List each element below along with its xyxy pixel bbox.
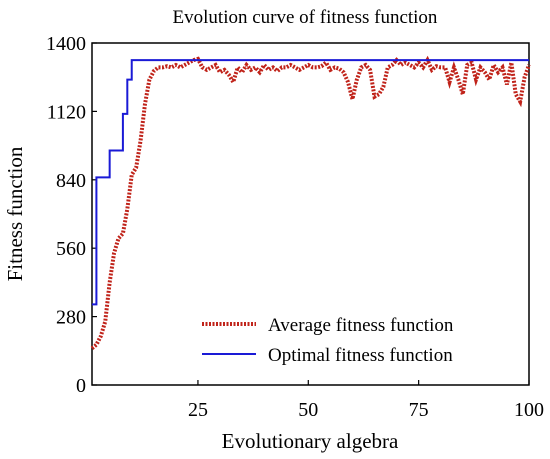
series-line-optimal [92,59,529,306]
y-axis-label: Fitness function [3,146,27,281]
legend-entry-average: Average fitness function [202,315,454,336]
legend-entry-optimal: Optimal fitness function [202,345,453,366]
legend-label-optimal: Optimal fitness function [268,345,453,366]
legend: Average fitness function Optimal fitness… [202,315,454,366]
plot-area-frame [91,42,530,386]
y-tick-label: 560 [56,238,86,260]
y-tick-label: 280 [56,307,86,329]
x-axis-ticks: 25 50 75 100 [188,380,544,421]
x-tick-label: 50 [298,399,318,421]
x-axis-label: Evolutionary algebra [222,429,399,453]
x-tick-label: 75 [409,399,429,421]
y-tick-label: 0 [76,375,86,397]
chart-title: Evolution curve of fitness function [173,7,438,28]
series-layer [90,55,531,350]
y-tick-label: 1120 [47,101,86,123]
series-line-average [90,55,531,350]
y-tick-label: 1400 [46,33,86,55]
x-tick-label: 100 [514,399,544,421]
y-tick-label: 840 [56,170,86,192]
x-tick-label: 25 [188,399,208,421]
y-axis-ticks: 0 280 560 840 1120 1400 [46,33,97,397]
legend-label-average: Average fitness function [268,315,454,336]
